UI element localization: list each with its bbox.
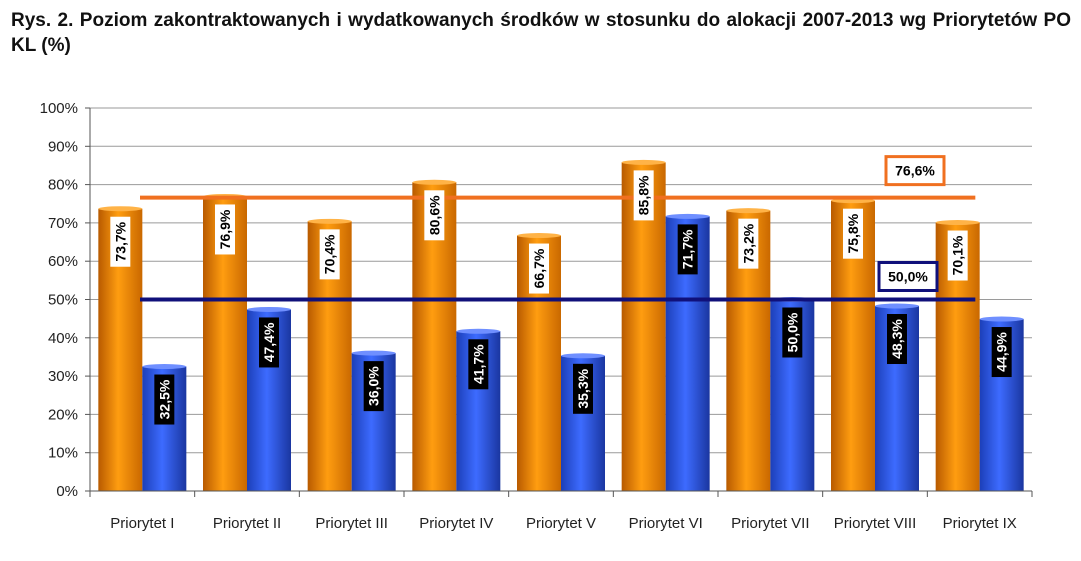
value-label-box [991, 327, 1012, 378]
value-label: 35,3% [573, 363, 593, 414]
value-label: 36,0% [363, 361, 384, 412]
x-category-label: Priorytet VII [731, 515, 809, 532]
value-label: 41,7% [468, 339, 489, 390]
bar-cap [665, 213, 710, 219]
value-label-text: 48,3% [889, 319, 905, 359]
bar-cap [98, 206, 143, 212]
value-label-box [887, 314, 907, 365]
y-tick-label: 10% [48, 445, 78, 462]
value-label-box [363, 361, 384, 412]
value-label-text: 50,0% [784, 312, 800, 352]
y-tick-label: 100% [40, 100, 78, 117]
value-label: 44,9% [991, 327, 1012, 378]
reference-lines [140, 195, 976, 302]
bar-cap [412, 179, 457, 185]
value-label-text: 70,4% [322, 234, 338, 274]
value-label: 32,5% [154, 374, 175, 425]
value-label-box [110, 216, 131, 267]
bar-cap [979, 316, 1024, 322]
value-label-text: 66,7% [531, 248, 547, 288]
value-label-box [529, 243, 549, 294]
value-label-box [738, 218, 759, 269]
value-label-text: 80,6% [426, 195, 442, 235]
y-tick-label: 20% [48, 406, 78, 423]
value-label: 80,6% [424, 190, 445, 241]
value-label: 70,1% [947, 230, 968, 281]
value-label: 85,8% [633, 170, 654, 221]
y-tick-label: 70% [48, 215, 78, 232]
value-label-text: 73,2% [740, 223, 756, 263]
axes: 0% 10% 20% 30% 40% 50% 60% 70% 80% 90% 100% Prioryt… [40, 100, 1033, 532]
y-tick-label: 80% [48, 177, 78, 194]
value-label: 73,2% [738, 218, 759, 269]
y-tick-label: 30% [48, 368, 78, 385]
value-label-text: 75,8% [845, 213, 861, 253]
value-label-box [468, 339, 489, 390]
bar-cap [517, 233, 561, 239]
value-label: 76,9% [215, 204, 235, 255]
value-label-box [843, 208, 863, 259]
value-label-box [215, 204, 235, 255]
value-label-box [259, 317, 279, 368]
x-category-label: Priorytet II [213, 515, 281, 532]
y-tick-label: 40% [48, 330, 78, 347]
x-category-label: Priorytet III [315, 515, 388, 532]
x-category-label: Priorytet V [526, 515, 596, 532]
value-label: 50,0% [782, 307, 803, 358]
value-label-text: 73,7% [112, 221, 128, 261]
reference-label: 50,0% [888, 269, 928, 285]
value-label-box [782, 307, 803, 358]
value-label: 66,7% [529, 243, 549, 294]
value-label: 70,4% [319, 229, 340, 280]
bar-cap [456, 328, 501, 334]
reference-label: 76,6% [895, 163, 935, 179]
value-label-text: 41,7% [470, 344, 486, 384]
value-label-text: 85,8% [636, 175, 652, 215]
value-label-text: 70,1% [950, 235, 966, 275]
bar-cap [726, 208, 771, 214]
value-label: 73,7% [110, 216, 131, 267]
reference-label-box [877, 261, 939, 292]
bar-cap [142, 364, 187, 370]
value-label-box [947, 230, 968, 281]
x-category-label: Priorytet VIII [834, 515, 917, 532]
value-label-box [319, 229, 340, 280]
value-label-text: 44,9% [994, 332, 1010, 372]
value-label-text: 35,3% [575, 368, 591, 408]
x-category-label: Priorytet IV [419, 515, 493, 532]
bar-cap [875, 303, 919, 309]
value-label-box [154, 374, 175, 425]
y-tick-label: 50% [48, 292, 78, 309]
bar-cap [307, 218, 352, 224]
value-label-text: 36,0% [366, 366, 382, 406]
value-label: 47,4% [259, 317, 279, 368]
bar-cap [247, 306, 291, 312]
bar-cap [561, 353, 605, 359]
value-label-box [424, 190, 445, 241]
value-label: 71,7% [677, 224, 698, 275]
bar-cap [935, 220, 980, 226]
value-label-text: 71,7% [680, 229, 696, 269]
y-tick-label: 0% [56, 483, 78, 500]
x-category-label: Priorytet VI [629, 515, 703, 532]
value-label: 75,8% [843, 208, 863, 259]
value-label-box [677, 224, 698, 275]
y-tick-label: 60% [48, 253, 78, 270]
value-label-text: 32,5% [156, 379, 172, 419]
value-label-box [633, 170, 654, 221]
bar-cap [351, 350, 396, 356]
bars [98, 159, 1024, 492]
x-category-label: Priorytet IX [943, 515, 1017, 532]
x-category-label: Priorytet I [110, 515, 174, 532]
chart-title: Rys. 2. Poziom zakontraktowanych i wydat… [11, 10, 1071, 56]
bar-cap [621, 159, 666, 165]
value-labels: 73,7% 76,9% 70,4% 80,6% 66,7% 85,8% 73,2% 75,8%… [110, 155, 1012, 425]
value-label-text: 76,9% [217, 209, 233, 249]
value-label: 48,3% [887, 314, 907, 365]
value-label-box [573, 363, 593, 414]
value-label-text: 47,4% [261, 322, 277, 362]
reference-label-box [884, 155, 946, 187]
y-tick-label: 90% [48, 138, 78, 155]
